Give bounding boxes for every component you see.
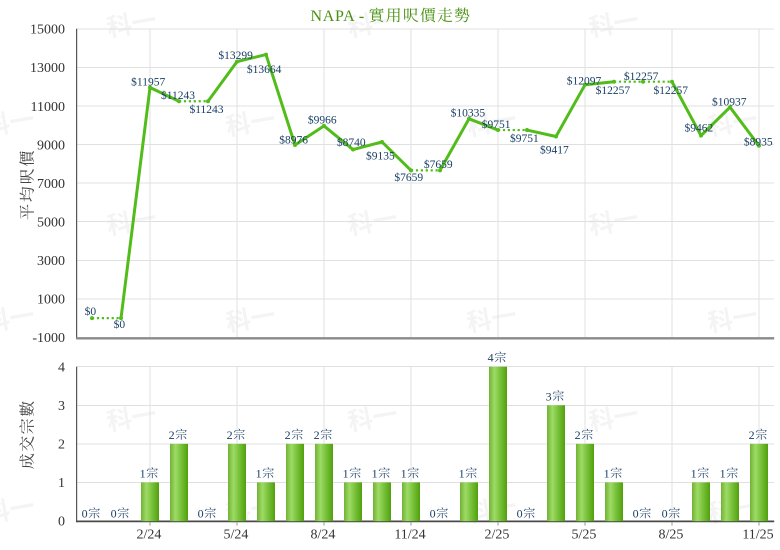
svg-text:$9417: $9417 bbox=[540, 144, 569, 157]
svg-text:1: 1 bbox=[720, 466, 726, 480]
svg-text:$13299: $13299 bbox=[218, 49, 253, 62]
svg-text:1000: 1000 bbox=[37, 293, 65, 308]
svg-text:$11243: $11243 bbox=[189, 103, 223, 116]
svg-text:0: 0 bbox=[58, 515, 65, 530]
svg-text:2: 2 bbox=[314, 428, 320, 442]
svg-text:$10335: $10335 bbox=[451, 107, 486, 120]
svg-text:$12257: $12257 bbox=[596, 84, 631, 97]
svg-text:1: 1 bbox=[343, 466, 349, 480]
svg-text:$9751: $9751 bbox=[482, 118, 511, 131]
svg-text:2: 2 bbox=[169, 428, 175, 442]
svg-text:$12097: $12097 bbox=[567, 75, 602, 88]
svg-text:7000: 7000 bbox=[37, 177, 65, 192]
svg-text:5000: 5000 bbox=[37, 216, 65, 231]
svg-text:-1000: -1000 bbox=[32, 331, 65, 346]
svg-text:$8740: $8740 bbox=[337, 136, 366, 149]
svg-text:$8976: $8976 bbox=[279, 133, 308, 146]
svg-text:8/25: 8/25 bbox=[659, 527, 684, 542]
svg-text:$9462: $9462 bbox=[685, 121, 714, 134]
svg-text:2/25: 2/25 bbox=[485, 527, 510, 542]
svg-text:13000: 13000 bbox=[30, 61, 65, 76]
svg-text:11/25: 11/25 bbox=[742, 527, 773, 542]
svg-text:11000: 11000 bbox=[31, 100, 65, 115]
svg-text:1: 1 bbox=[372, 466, 378, 480]
svg-text:1: 1 bbox=[256, 466, 262, 480]
svg-text:9000: 9000 bbox=[37, 138, 65, 153]
svg-text:$10937: $10937 bbox=[712, 95, 747, 108]
svg-text:3000: 3000 bbox=[37, 254, 65, 269]
svg-text:$11243: $11243 bbox=[161, 89, 195, 102]
svg-text:0: 0 bbox=[633, 506, 639, 520]
svg-text:0: 0 bbox=[662, 506, 668, 520]
svg-text:2: 2 bbox=[227, 428, 233, 442]
svg-text:$0: $0 bbox=[114, 318, 126, 331]
svg-text:NAPA: NAPA bbox=[311, 8, 356, 25]
svg-text:3: 3 bbox=[58, 399, 65, 414]
svg-text:$12257: $12257 bbox=[653, 84, 688, 97]
svg-text:2: 2 bbox=[749, 428, 755, 442]
svg-text:0: 0 bbox=[430, 506, 436, 520]
svg-text:2/24: 2/24 bbox=[137, 527, 162, 542]
svg-text:2: 2 bbox=[575, 428, 581, 442]
svg-text:4: 4 bbox=[488, 351, 494, 365]
svg-text:1: 1 bbox=[401, 466, 407, 480]
svg-text:1: 1 bbox=[140, 466, 146, 480]
svg-text:1: 1 bbox=[691, 466, 697, 480]
svg-text:-: - bbox=[359, 8, 364, 25]
svg-text:0: 0 bbox=[111, 506, 117, 520]
svg-text:$13664: $13664 bbox=[247, 63, 282, 76]
svg-text:0: 0 bbox=[82, 506, 88, 520]
svg-text:0: 0 bbox=[517, 506, 523, 520]
svg-text:5/25: 5/25 bbox=[572, 527, 597, 542]
svg-text:$9966: $9966 bbox=[308, 113, 337, 126]
svg-text:1: 1 bbox=[58, 476, 65, 491]
svg-text:$11957: $11957 bbox=[131, 76, 165, 89]
svg-text:3: 3 bbox=[546, 389, 552, 403]
svg-text:$7659: $7659 bbox=[424, 158, 453, 171]
svg-text:$9751: $9751 bbox=[510, 132, 539, 145]
svg-text:15000: 15000 bbox=[30, 23, 65, 38]
svg-text:$0: $0 bbox=[85, 305, 97, 318]
svg-text:4: 4 bbox=[58, 361, 65, 376]
svg-text:5/24: 5/24 bbox=[224, 527, 249, 542]
svg-text:2: 2 bbox=[58, 438, 65, 453]
svg-text:1: 1 bbox=[604, 466, 610, 480]
svg-text:$8935: $8935 bbox=[744, 135, 773, 148]
svg-text:8/24: 8/24 bbox=[311, 527, 336, 542]
svg-text:0: 0 bbox=[198, 506, 204, 520]
svg-text:2: 2 bbox=[285, 428, 291, 442]
svg-text:$7659: $7659 bbox=[394, 171, 423, 184]
svg-text:1: 1 bbox=[459, 466, 465, 480]
svg-text:$9135: $9135 bbox=[366, 150, 395, 163]
svg-text:11/24: 11/24 bbox=[394, 527, 425, 542]
svg-text:$12257: $12257 bbox=[624, 70, 659, 83]
